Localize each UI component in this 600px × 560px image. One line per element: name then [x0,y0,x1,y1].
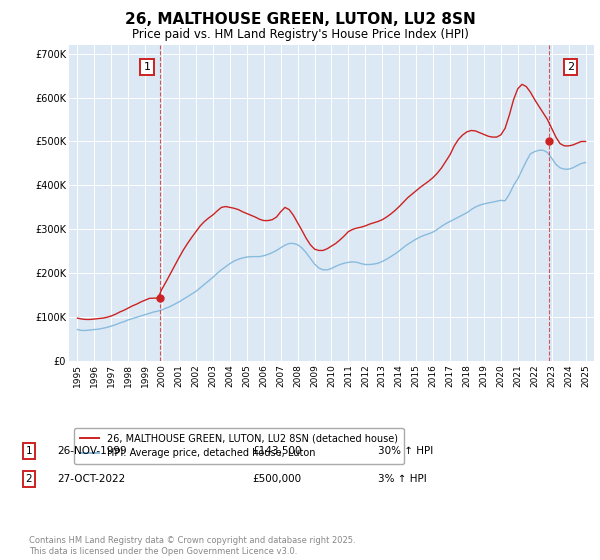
Text: 30% ↑ HPI: 30% ↑ HPI [378,446,433,456]
Text: £500,000: £500,000 [252,474,301,484]
Text: Price paid vs. HM Land Registry's House Price Index (HPI): Price paid vs. HM Land Registry's House … [131,28,469,41]
Text: 2: 2 [567,62,574,72]
Text: 26-NOV-1999: 26-NOV-1999 [57,446,127,456]
Text: 3% ↑ HPI: 3% ↑ HPI [378,474,427,484]
Text: 26, MALTHOUSE GREEN, LUTON, LU2 8SN: 26, MALTHOUSE GREEN, LUTON, LU2 8SN [125,12,475,27]
Text: 1: 1 [143,62,151,72]
Text: Contains HM Land Registry data © Crown copyright and database right 2025.
This d: Contains HM Land Registry data © Crown c… [29,536,355,556]
Text: 2: 2 [25,474,32,484]
Legend: 26, MALTHOUSE GREEN, LUTON, LU2 8SN (detached house), HPI: Average price, detach: 26, MALTHOUSE GREEN, LUTON, LU2 8SN (det… [74,428,404,464]
Text: 27-OCT-2022: 27-OCT-2022 [57,474,125,484]
Text: £143,500: £143,500 [252,446,302,456]
Text: 1: 1 [25,446,32,456]
